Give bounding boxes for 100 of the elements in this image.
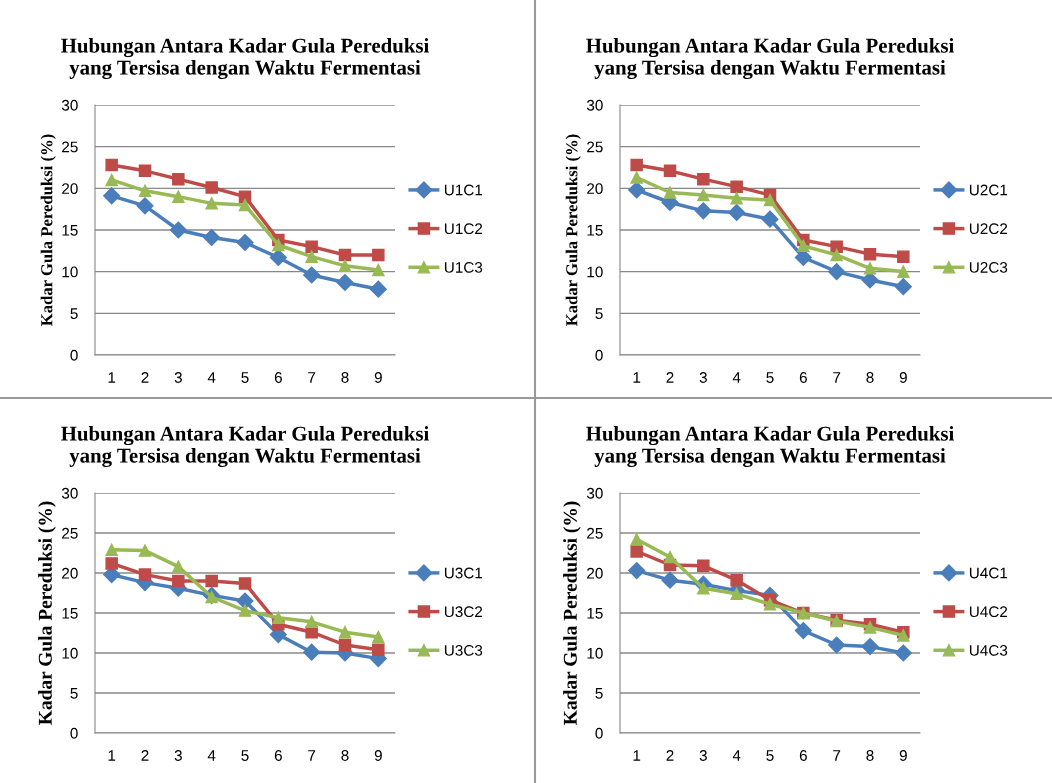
point <box>303 266 321 284</box>
y-axis-title: Kadar Gula Pereduksi (%) <box>40 134 56 326</box>
y-tick-label: 30 <box>61 99 78 111</box>
point <box>172 190 185 203</box>
x-tick-label: 3 <box>174 750 182 761</box>
x-tick-label: 8 <box>341 750 349 761</box>
x-tick-label: 6 <box>799 372 807 383</box>
point <box>697 559 710 573</box>
y-axis-title: Kadar Gula Pereduksi (%) <box>563 501 581 725</box>
x-tick-label: 8 <box>866 750 874 761</box>
y-tick-label: 5 <box>70 308 78 320</box>
y-tick-label: 10 <box>587 266 603 278</box>
x-tick-label: 9 <box>374 750 382 761</box>
legend-label: U1C2 <box>444 223 483 235</box>
point <box>628 181 646 199</box>
point <box>372 643 385 657</box>
point <box>372 263 385 277</box>
legend-label: U2C2 <box>969 223 1008 235</box>
point <box>138 164 152 178</box>
y-tick-label: 30 <box>586 99 603 111</box>
x-tick-label: 2 <box>666 750 674 761</box>
point <box>828 636 846 654</box>
y-tick-label: 15 <box>62 225 78 236</box>
y-tick-label: 15 <box>587 225 603 236</box>
x-tick-label: 4 <box>207 372 216 383</box>
point <box>894 644 912 662</box>
y-tick-label: 5 <box>595 688 603 699</box>
x-tick-label: 5 <box>766 750 774 761</box>
y-tick-label: 25 <box>62 527 78 539</box>
point <box>372 630 385 644</box>
point <box>172 574 185 588</box>
y-tick-label: 25 <box>62 141 78 153</box>
point <box>105 158 118 172</box>
y-tick-label: 20 <box>587 183 603 195</box>
chart-title: Hubungan Antara Kadar Gula Pereduksi yang Tersisa dengan Waktu Fermentasi <box>61 38 429 80</box>
x-tick-label: 7 <box>308 372 316 383</box>
x-tick-label: 7 <box>833 372 841 383</box>
point <box>138 184 152 198</box>
point <box>730 587 743 601</box>
point <box>305 250 318 263</box>
point <box>661 571 679 589</box>
x-tick-label: 8 <box>341 372 349 383</box>
x-tick-label: 5 <box>241 372 249 383</box>
point <box>697 188 710 202</box>
point <box>305 240 318 253</box>
point <box>238 577 252 590</box>
x-tick-label: 8 <box>866 372 874 383</box>
legend-label: U3C3 <box>444 644 483 656</box>
x-tick-label: 6 <box>274 372 282 383</box>
point <box>305 615 318 629</box>
y-tick-label: 15 <box>62 608 78 619</box>
point <box>336 273 354 292</box>
y-tick-label: 25 <box>587 527 603 539</box>
point <box>897 265 910 278</box>
point <box>338 259 352 273</box>
x-tick-label: 9 <box>374 372 382 383</box>
point <box>105 557 118 570</box>
y-tick-label: 25 <box>587 141 603 153</box>
point <box>338 248 352 262</box>
y-tick-label: 30 <box>586 487 603 499</box>
point <box>694 202 712 220</box>
point <box>861 638 879 656</box>
point <box>205 574 218 588</box>
x-tick-label: 3 <box>699 372 707 383</box>
point <box>763 597 777 611</box>
point <box>830 248 843 262</box>
point <box>303 643 321 661</box>
x-tick-label: 6 <box>799 750 807 761</box>
point <box>103 187 121 205</box>
point <box>205 197 218 210</box>
point <box>697 172 710 186</box>
point <box>663 550 677 564</box>
legend-label: U3C1 <box>444 567 483 579</box>
point <box>830 240 843 253</box>
point <box>205 590 218 604</box>
point <box>730 573 743 587</box>
y-tick-label: 30 <box>61 487 78 499</box>
point <box>338 625 352 639</box>
y-tick-label: 10 <box>62 647 78 659</box>
legend-label: U4C3 <box>969 644 1008 656</box>
point <box>138 544 152 557</box>
y-tick-label: 10 <box>587 647 603 659</box>
point <box>630 533 643 546</box>
x-tick-label: 2 <box>141 372 149 383</box>
point <box>897 250 910 263</box>
point <box>238 198 252 212</box>
point <box>105 543 118 557</box>
point <box>105 173 118 187</box>
point <box>630 171 643 184</box>
x-tick-label: 4 <box>207 750 216 761</box>
legend-label: U1C3 <box>444 261 483 273</box>
y-tick-label: 10 <box>62 266 78 278</box>
point <box>136 197 154 215</box>
point <box>897 629 910 642</box>
y-tick-label: 0 <box>70 727 78 739</box>
point <box>338 638 352 652</box>
point <box>863 247 877 261</box>
legend-label: U2C1 <box>969 184 1008 196</box>
x-tick-label: 9 <box>899 372 907 383</box>
point <box>138 568 152 581</box>
